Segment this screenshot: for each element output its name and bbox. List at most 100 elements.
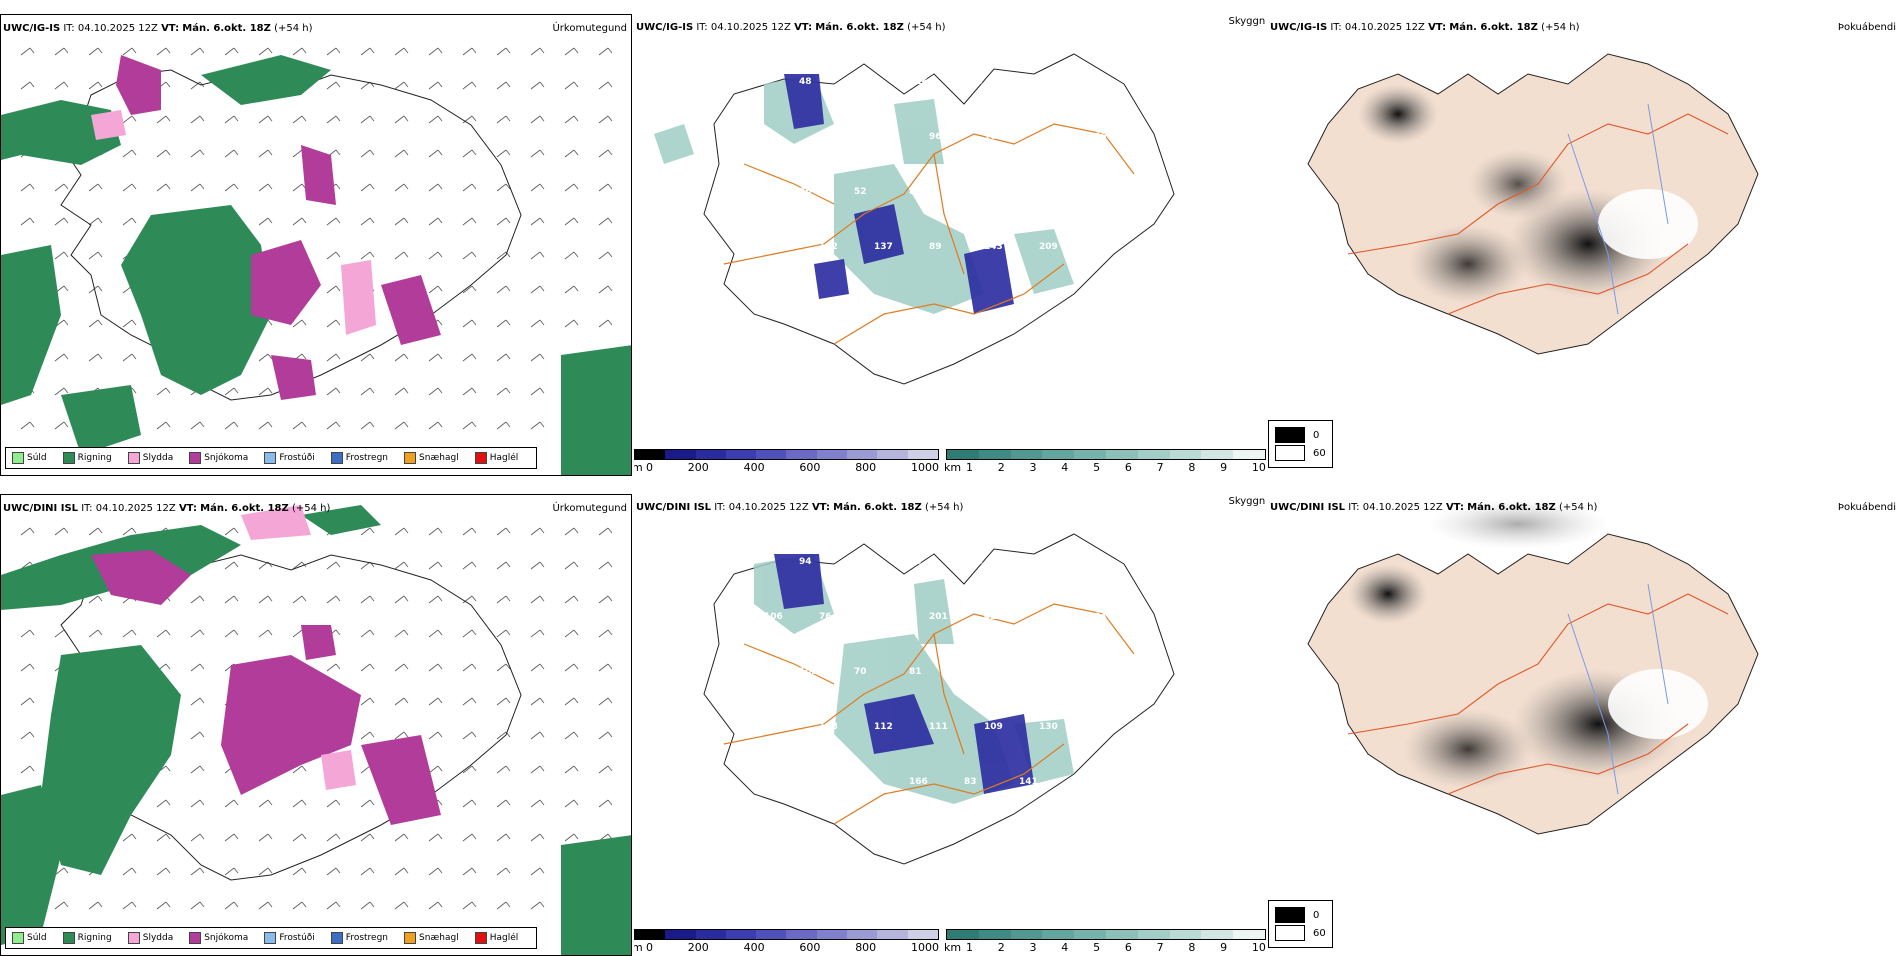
wind-barb [224, 47, 235, 56]
wind-barb [360, 629, 371, 638]
legend-item: Slydda [127, 932, 173, 944]
panel-header: UWC/IG-IS IT: 04.10.2025 12Z VT: Mán. 6.… [636, 22, 946, 33]
colorbar-tick: 8 [1188, 941, 1196, 954]
wind-barb [564, 81, 575, 90]
wind-barb-flag [471, 183, 477, 190]
wind-barb-flag [131, 319, 137, 326]
wind-barb [394, 149, 405, 158]
road-network [723, 603, 1135, 825]
wind-barb-flag [233, 595, 239, 602]
wind-barb [20, 663, 31, 672]
cloud-base-label: 96 [929, 132, 942, 142]
wind-barb [156, 799, 167, 808]
wind-barb-flag [267, 629, 273, 636]
wind-barb [496, 81, 507, 90]
wind-barb-flag [573, 81, 579, 88]
wind-barb [462, 115, 473, 124]
wind-barb-flag [199, 799, 205, 806]
legend-swatch [189, 452, 202, 464]
wind-barb-flag [199, 149, 205, 156]
wind-barb-flag [403, 217, 409, 224]
wind-barb [564, 799, 575, 808]
legend-label: Súld [27, 453, 47, 463]
wind-barb-flag [335, 47, 341, 54]
wind-barb-flag [29, 663, 35, 670]
legend-item: Frostregn [330, 452, 388, 464]
cloud-base-label: 143 [984, 242, 1003, 252]
visibility-colorbar: 1 2 3 4 5 6 7 8 9 10 km [944, 929, 1266, 954]
cloud-base-label: 129 [1074, 187, 1093, 197]
wind-barb [462, 217, 473, 226]
legend-swatch [330, 452, 343, 464]
wind-barb [428, 47, 439, 56]
fog-legend: 0 60 [1268, 420, 1333, 468]
wind-barb-flag [369, 595, 375, 602]
wind-barb-flag [437, 629, 443, 636]
wind-barb [428, 765, 439, 774]
wind-barb-flag [471, 285, 477, 292]
colorbar-tick: 4 [1061, 941, 1069, 954]
wind-barb-flag [335, 149, 341, 156]
wind-barb-flag [369, 867, 375, 874]
wind-barb-flag [607, 251, 613, 258]
wind-barb [360, 867, 371, 876]
wind-barb [462, 731, 473, 740]
init-time: 04.10.2025 12Z [728, 502, 809, 513]
wind-barb-flag [437, 47, 443, 54]
wind-barb [564, 629, 575, 638]
wind-barb [428, 353, 439, 362]
wind-barb-flag [403, 697, 409, 704]
cloud-base-label: 424 [984, 612, 1003, 622]
panel-title: Þokuábendi [1837, 22, 1896, 33]
cloud-base-label: 142 [819, 242, 838, 252]
wind-barb [54, 629, 65, 638]
cloud-base-labels: 238 48 366 226 195 26 304 63 300 80 96 104 103 66 179 8… [744, 77, 1113, 307]
cloud-base-label: 66 [1094, 132, 1107, 142]
legend-swatch [264, 452, 277, 464]
precip-map [1, 47, 631, 475]
wind-barb [496, 765, 507, 774]
wind-barb [292, 115, 303, 124]
wind-barb-flag [199, 595, 205, 602]
valid-time: Mán. 6.okt. 18Z [200, 503, 289, 514]
wind-barb [122, 319, 133, 328]
cloud-base-label: 63 [764, 132, 777, 142]
legend-item: Rigning [62, 932, 112, 944]
fog-legend-item: 60 [1275, 445, 1326, 461]
wind-barb [462, 765, 473, 774]
colorbar-tick: 1 [966, 941, 973, 954]
wind-barb [156, 183, 167, 192]
colorbar-segment [1137, 930, 1170, 939]
wind-barb-flag [97, 285, 103, 292]
road-network [723, 123, 1135, 345]
wind-barb-flag [131, 833, 137, 840]
colorbar-segment [877, 930, 908, 939]
wind-barb-flag [165, 183, 171, 190]
fog-index-map [1307, 53, 1759, 355]
wind-barb-flag [199, 183, 205, 190]
wind-barb [462, 319, 473, 328]
wind-barb-flag [369, 387, 375, 394]
wind-barb-flag [437, 867, 443, 874]
colorbar-tick: 400 [743, 461, 765, 474]
wind-barb-flag [63, 387, 69, 394]
colorbar-segment [1042, 930, 1075, 939]
wind-barb [598, 697, 609, 706]
wind-barb [428, 421, 439, 430]
colorbar-tick: 5 [1093, 461, 1101, 474]
wind-barb [122, 629, 133, 638]
precip-legend: Súld Rigning Slydda Snjókoma Frostúði Frostre… [5, 447, 538, 469]
colorbar-tick: 600 [799, 461, 821, 474]
wind-barb [224, 629, 235, 638]
colorbar-segment [1010, 930, 1043, 939]
colorbar-segment [725, 930, 757, 939]
wind-barb-flag [165, 663, 171, 670]
wind-barb [530, 421, 541, 430]
wind-barb [20, 765, 31, 774]
wind-barb [360, 115, 371, 124]
wind-barb [292, 183, 303, 192]
road-network [1347, 593, 1729, 795]
wind-barb-flag [437, 251, 443, 258]
wind-barb [190, 833, 201, 842]
wind-barb [496, 421, 507, 430]
